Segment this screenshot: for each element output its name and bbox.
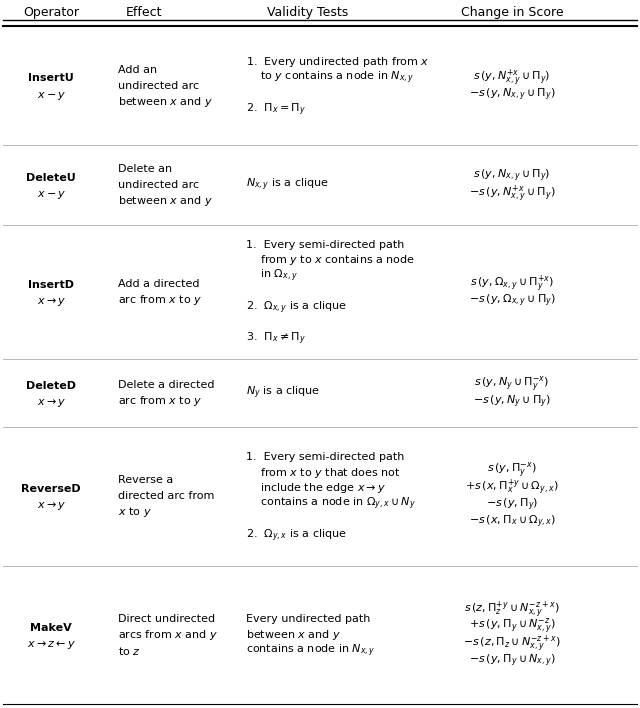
Text: $N_{x,y}$ is a clique: $N_{x,y}$ is a clique [246,177,329,193]
Text: contains a node in $\Omega_{y,x} \cup N_y$: contains a node in $\Omega_{y,x} \cup N_… [246,496,416,513]
Text: between $x$ and $y$: between $x$ and $y$ [118,194,213,208]
Text: Delete an: Delete an [118,164,173,173]
Text: Direct undirected: Direct undirected [118,614,216,624]
Text: MakeV: MakeV [30,623,72,633]
Text: include the edge $x \rightarrow y$: include the edge $x \rightarrow y$ [246,481,387,496]
Text: Validity Tests: Validity Tests [267,6,348,19]
Text: directed arc from: directed arc from [118,491,215,501]
Text: in $\Omega_{x,y}$: in $\Omega_{x,y}$ [246,268,298,285]
Text: $- s\,(y, \Omega_{x,y} \cup \Pi_y)$: $- s\,(y, \Omega_{x,y} \cup \Pi_y)$ [468,292,556,309]
Text: 2.  $\Omega_{x,y}$ is a clique: 2. $\Omega_{x,y}$ is a clique [246,299,348,316]
Text: $- s\,(y, N_{x,y} \cup \Pi_y)$: $- s\,(y, N_{x,y} \cup \Pi_y)$ [468,86,556,103]
Text: Operator: Operator [23,6,79,19]
Text: arc from $x$ to $y$: arc from $x$ to $y$ [118,394,203,408]
Text: $x \rightarrow y$: $x \rightarrow y$ [36,296,66,308]
Text: $x$ to $y$: $x$ to $y$ [118,506,152,520]
Text: $x \rightarrow y$: $x \rightarrow y$ [36,501,66,513]
Text: arcs from $x$ and $y$: arcs from $x$ and $y$ [118,628,218,642]
Text: between $x$ and $y$: between $x$ and $y$ [118,95,213,109]
Text: undirected arc: undirected arc [118,180,200,190]
Text: $+ s\,(x, \Pi_x^{+y} \cup \Omega_{y,x})$: $+ s\,(x, \Pi_x^{+y} \cup \Omega_{y,x})$ [465,478,559,498]
Text: $x \rightarrow z \leftarrow y$: $x \rightarrow z \leftarrow y$ [27,639,76,651]
Text: $- s\,(y, N_y \cup \Pi_y)$: $- s\,(y, N_y \cup \Pi_y)$ [473,394,551,410]
Text: Every undirected path: Every undirected path [246,615,371,624]
Text: 1.  Every semi-directed path: 1. Every semi-directed path [246,239,404,250]
Text: to $y$ contains a node in $N_{x,y}$: to $y$ contains a node in $N_{x,y}$ [246,69,415,86]
Text: $s\,(y, N_y \cup \Pi_y^{-x})$: $s\,(y, N_y \cup \Pi_y^{-x})$ [474,375,550,394]
Text: $x - y$: $x - y$ [36,189,66,201]
Text: from $x$ to $y$ that does not: from $x$ to $y$ that does not [246,466,401,479]
Text: $- s\,(x, \Pi_x \cup \Omega_{y,x})$: $- s\,(x, \Pi_x \cup \Omega_{y,x})$ [468,514,556,530]
Text: $- s\,(y, N_{x,y}^{+x} \cup \Pi_y)$: $- s\,(y, N_{x,y}^{+x} \cup \Pi_y)$ [468,183,556,204]
Text: DeleteU: DeleteU [26,173,76,183]
Text: from $y$ to $x$ contains a node: from $y$ to $x$ contains a node [246,253,415,268]
Text: undirected arc: undirected arc [118,81,200,91]
Text: ReverseD: ReverseD [21,484,81,494]
Text: $x \rightarrow y$: $x \rightarrow y$ [36,397,66,409]
Text: between $x$ and $y$: between $x$ and $y$ [246,628,341,642]
Text: $s\,(y, N_{x,y}^{+x} \cup \Pi_y)$: $s\,(y, N_{x,y}^{+x} \cup \Pi_y)$ [474,67,550,88]
Text: 2.  $\Pi_x = \Pi_y$: 2. $\Pi_x = \Pi_y$ [246,101,307,118]
Text: DeleteD: DeleteD [26,381,76,391]
Text: 1.  Every semi-directed path: 1. Every semi-directed path [246,452,404,462]
Text: InsertD: InsertD [28,280,74,290]
Text: $- s\,(y, \Pi_y)$: $- s\,(y, \Pi_y)$ [486,496,538,513]
Text: Reverse a: Reverse a [118,475,173,485]
Text: 1.  Every undirected path from $x$: 1. Every undirected path from $x$ [246,55,430,69]
Text: Add a directed: Add a directed [118,279,200,289]
Text: Delete a directed: Delete a directed [118,380,215,390]
Text: 2.  $\Omega_{y,x}$ is a clique: 2. $\Omega_{y,x}$ is a clique [246,527,348,544]
Text: $- s\,(z, \Pi_z \cup N_{x,y}^{-z+x})$: $- s\,(z, \Pi_z \cup N_{x,y}^{-z+x})$ [463,633,561,654]
Text: to $z$: to $z$ [118,645,141,657]
Text: $- s\,(y, \Pi_y \cup N_{x,y})$: $- s\,(y, \Pi_y \cup N_{x,y})$ [468,653,556,669]
Text: Change in Score: Change in Score [461,6,563,19]
Text: InsertU: InsertU [28,74,74,84]
Text: 3.  $\Pi_x \neq \Pi_y$: 3. $\Pi_x \neq \Pi_y$ [246,331,307,348]
Text: arc from $x$ to $y$: arc from $x$ to $y$ [118,293,203,307]
Text: contains a node in $N_{x,y}$: contains a node in $N_{x,y}$ [246,643,376,659]
Text: Effect: Effect [125,6,163,19]
Text: $N_y$ is a clique: $N_y$ is a clique [246,385,321,401]
Text: $s\,(z, \Pi_z^{+y} \cup N_{x,y}^{-z+x})$: $s\,(z, \Pi_z^{+y} \cup N_{x,y}^{-z+x})$ [464,599,560,620]
Text: $s\,(y, N_{x,y} \cup \Pi_y)$: $s\,(y, N_{x,y} \cup \Pi_y)$ [474,168,550,185]
Text: $x - y$: $x - y$ [36,90,66,102]
Text: $+ s\,(y, \Pi_y \cup N_{x,y}^{-z})$: $+ s\,(y, \Pi_y \cup N_{x,y}^{-z})$ [468,617,556,636]
Text: Add an: Add an [118,64,157,74]
Text: $s\,(y, \Omega_{x,y} \cup \Pi_y^{+x})$: $s\,(y, \Omega_{x,y} \cup \Pi_y^{+x})$ [470,273,554,294]
Text: $s\,(y, \Pi_y^{-x})$: $s\,(y, \Pi_y^{-x})$ [487,461,537,480]
